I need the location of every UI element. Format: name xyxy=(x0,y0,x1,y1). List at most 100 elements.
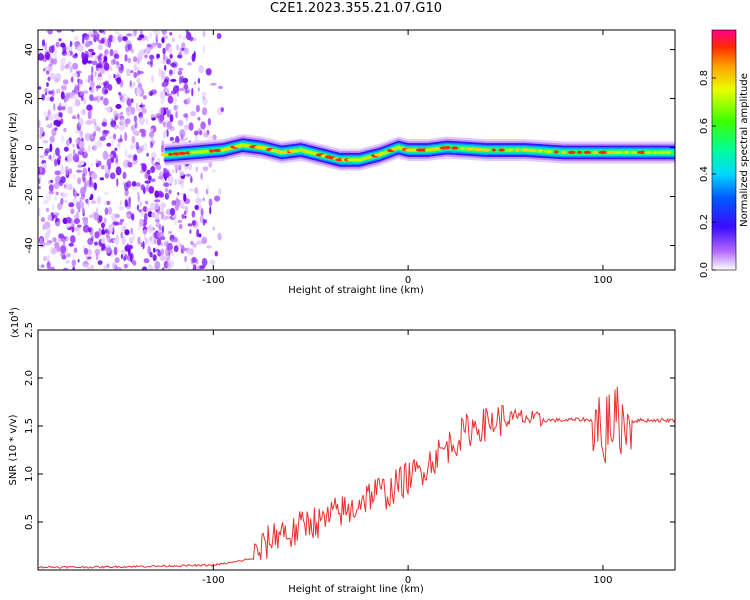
noise-blob xyxy=(160,144,165,154)
noise-blob xyxy=(133,115,138,123)
noise-blob xyxy=(82,90,89,94)
noise-blob xyxy=(197,117,201,121)
noise-blob xyxy=(99,136,106,141)
noise-blob xyxy=(63,236,67,240)
y-tick-label: 1.5 xyxy=(24,418,35,434)
noise-blob xyxy=(200,121,206,130)
noise-blob xyxy=(68,168,73,175)
noise-blob xyxy=(161,81,168,88)
noise-blob xyxy=(122,36,128,42)
noise-blob xyxy=(77,259,80,263)
noise-blob xyxy=(197,87,200,92)
noise-blob xyxy=(39,126,44,135)
noise-blob xyxy=(87,199,90,209)
noise-blob xyxy=(60,63,65,72)
noise-blob xyxy=(194,204,199,211)
noise-blob xyxy=(41,93,46,101)
noise-blob xyxy=(79,186,86,196)
noise-blob xyxy=(123,221,127,227)
noise-blob xyxy=(155,34,158,43)
noise-blob xyxy=(165,107,169,111)
noise-blob xyxy=(129,80,132,87)
noise-blob xyxy=(131,181,137,187)
noise-blob xyxy=(183,47,189,55)
noise-blob xyxy=(133,63,137,72)
noise-blob xyxy=(169,114,174,123)
noise-blob xyxy=(48,45,55,54)
spectrogram-x-axis-label: Height of straight line (km) xyxy=(288,285,424,296)
noise-blob xyxy=(54,241,60,250)
noise-blob xyxy=(77,113,80,120)
noise-blob xyxy=(104,49,109,55)
noise-blob xyxy=(156,53,161,59)
noise-blob xyxy=(58,233,65,239)
noise-blob xyxy=(59,252,66,257)
noise-blob xyxy=(162,88,168,93)
noise-blob xyxy=(139,128,146,134)
noise-blob xyxy=(82,57,88,65)
noise-blob xyxy=(76,169,83,173)
noise-blob xyxy=(148,128,154,133)
noise-blob xyxy=(180,75,184,84)
noise-blob xyxy=(157,232,161,238)
noise-blob xyxy=(160,201,165,211)
noise-blob xyxy=(171,140,174,144)
noise-blob xyxy=(47,76,51,81)
noise-blob xyxy=(57,202,63,211)
noise-blob xyxy=(104,201,108,206)
noise-blob xyxy=(103,82,107,88)
noise-blob xyxy=(101,237,106,244)
noise-blob xyxy=(137,57,140,65)
noise-blob xyxy=(102,265,108,270)
noise-blob xyxy=(87,266,93,270)
noise-blob xyxy=(202,218,206,226)
colorbar-tick-label: 0.2 xyxy=(699,214,710,230)
noise-blob xyxy=(161,30,167,36)
noise-blob xyxy=(60,84,67,91)
noise-blob xyxy=(40,217,46,223)
noise-blob xyxy=(103,62,110,71)
noise-blob xyxy=(169,69,173,75)
noise-blob xyxy=(93,131,97,137)
noise-blob xyxy=(112,35,116,44)
noise-blob xyxy=(65,260,70,264)
noise-blob xyxy=(115,104,122,109)
noise-blob xyxy=(163,168,168,174)
noise-blob xyxy=(150,114,156,118)
noise-blob xyxy=(158,192,165,198)
noise-blob xyxy=(47,30,53,35)
noise-blob xyxy=(77,117,84,127)
noise-blob xyxy=(218,85,223,90)
spectral-peak xyxy=(465,147,476,151)
y-tick-label: 1.0 xyxy=(24,466,35,482)
noise-blob xyxy=(177,70,183,76)
noise-blob xyxy=(163,182,170,188)
noise-blob xyxy=(189,229,192,234)
noise-blob xyxy=(47,214,53,222)
noise-blob xyxy=(63,146,69,152)
snr-x-ticks: -100 0 100 xyxy=(202,330,612,586)
noise-blob xyxy=(87,60,93,64)
noise-blob xyxy=(131,98,134,103)
noise-blob xyxy=(38,92,41,100)
noise-blob xyxy=(98,66,101,75)
noise-blob xyxy=(220,107,224,112)
noise-blob xyxy=(104,207,109,216)
noise-blob xyxy=(55,41,60,48)
spectral-peak xyxy=(521,148,529,152)
noise-blob xyxy=(191,220,196,226)
noise-blob xyxy=(73,218,80,225)
spectral-peak xyxy=(623,150,630,154)
noise-blob xyxy=(190,176,193,184)
noise-blob xyxy=(51,89,55,97)
noise-blob xyxy=(66,253,71,258)
noise-blob xyxy=(142,186,146,194)
noise-blob xyxy=(42,140,49,144)
noise-blob xyxy=(112,153,117,159)
noise-blob xyxy=(183,113,188,118)
noise-blob xyxy=(123,256,126,262)
noise-blob xyxy=(45,242,51,246)
noise-blob xyxy=(49,122,53,127)
noise-blob xyxy=(138,70,144,75)
spectral-peak xyxy=(172,152,181,156)
